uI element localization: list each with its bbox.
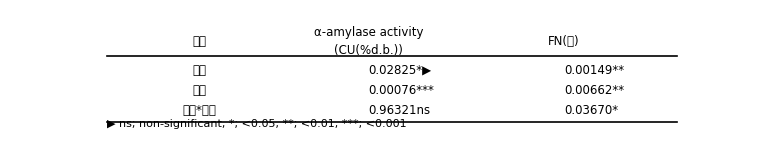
Text: FN(초): FN(초) bbox=[549, 35, 580, 48]
Text: α-amylase activity
(CU(%d.b.)): α-amylase activity (CU(%d.b.)) bbox=[314, 26, 423, 57]
Text: 0.00662**: 0.00662** bbox=[564, 84, 624, 97]
Text: 항목: 항목 bbox=[192, 35, 207, 48]
Text: 품종*처리: 품종*처리 bbox=[182, 104, 216, 117]
Text: 0.00149**: 0.00149** bbox=[564, 64, 624, 77]
Text: 품종: 품종 bbox=[192, 64, 207, 77]
Text: 0.00076***: 0.00076*** bbox=[369, 84, 435, 97]
Text: ▶ ns; non-significant, *; <0.05, **; <0.01, ***; <0.001: ▶ ns; non-significant, *; <0.05, **; <0.… bbox=[107, 119, 407, 129]
Text: 0.03670*: 0.03670* bbox=[564, 104, 618, 117]
Text: 처리: 처리 bbox=[192, 84, 207, 97]
Text: 0.96321ns: 0.96321ns bbox=[369, 104, 431, 117]
Text: 0.02825*▶: 0.02825*▶ bbox=[369, 64, 431, 77]
